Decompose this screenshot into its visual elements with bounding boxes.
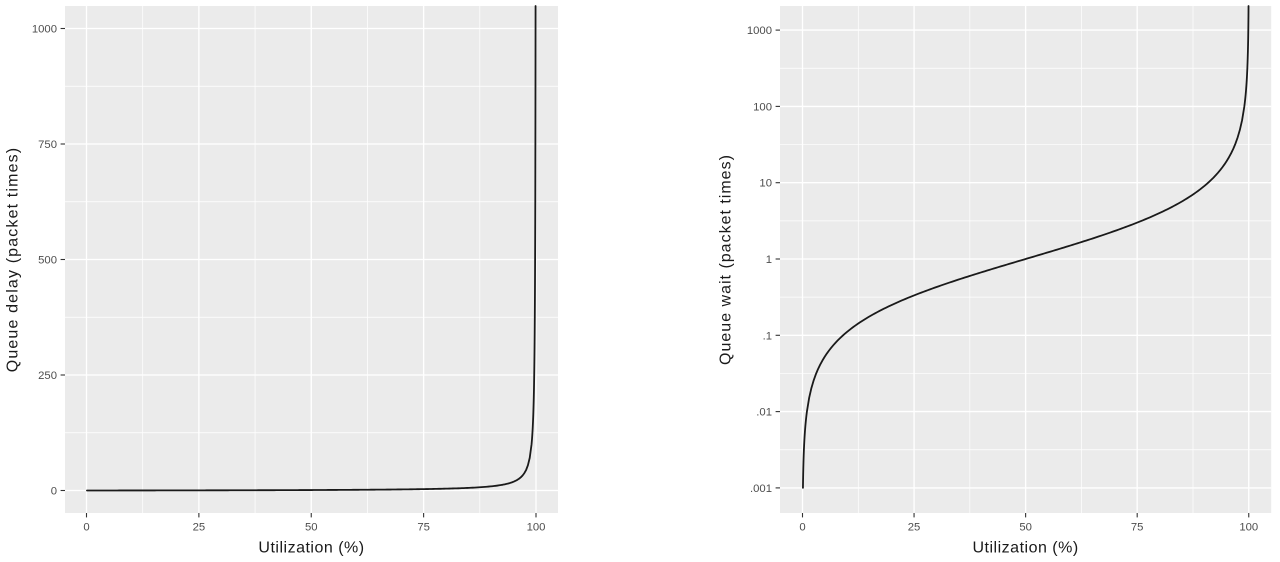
svg-text:10: 10	[759, 178, 772, 190]
svg-text:25: 25	[908, 522, 921, 534]
svg-text:100: 100	[1239, 522, 1258, 534]
svg-text:50: 50	[305, 522, 318, 534]
svg-text:25: 25	[193, 522, 206, 534]
svg-text:500: 500	[38, 255, 57, 267]
svg-text:.01: .01	[756, 407, 772, 419]
svg-text:750: 750	[38, 139, 57, 151]
svg-text:Queue wait (packet times): Queue wait (packet times)	[718, 154, 735, 365]
svg-text:Queue delay (packet times): Queue delay (packet times)	[5, 147, 22, 373]
svg-text:1: 1	[766, 254, 772, 266]
svg-text:0: 0	[83, 522, 89, 534]
svg-text:50: 50	[1019, 522, 1032, 534]
svg-text:100: 100	[527, 522, 546, 534]
svg-text:1000: 1000	[32, 24, 57, 36]
svg-text:75: 75	[1131, 522, 1144, 534]
svg-text:.001: .001	[750, 483, 772, 495]
svg-text:0: 0	[51, 486, 57, 498]
svg-text:100: 100	[753, 101, 772, 113]
svg-text:250: 250	[38, 370, 57, 382]
svg-text:.1: .1	[763, 330, 772, 342]
svg-text:75: 75	[417, 522, 430, 534]
svg-text:Utilization (%): Utilization (%)	[973, 540, 1079, 557]
svg-text:1000: 1000	[747, 25, 772, 37]
svg-text:0: 0	[799, 522, 805, 534]
svg-text:Utilization (%): Utilization (%)	[258, 540, 364, 557]
